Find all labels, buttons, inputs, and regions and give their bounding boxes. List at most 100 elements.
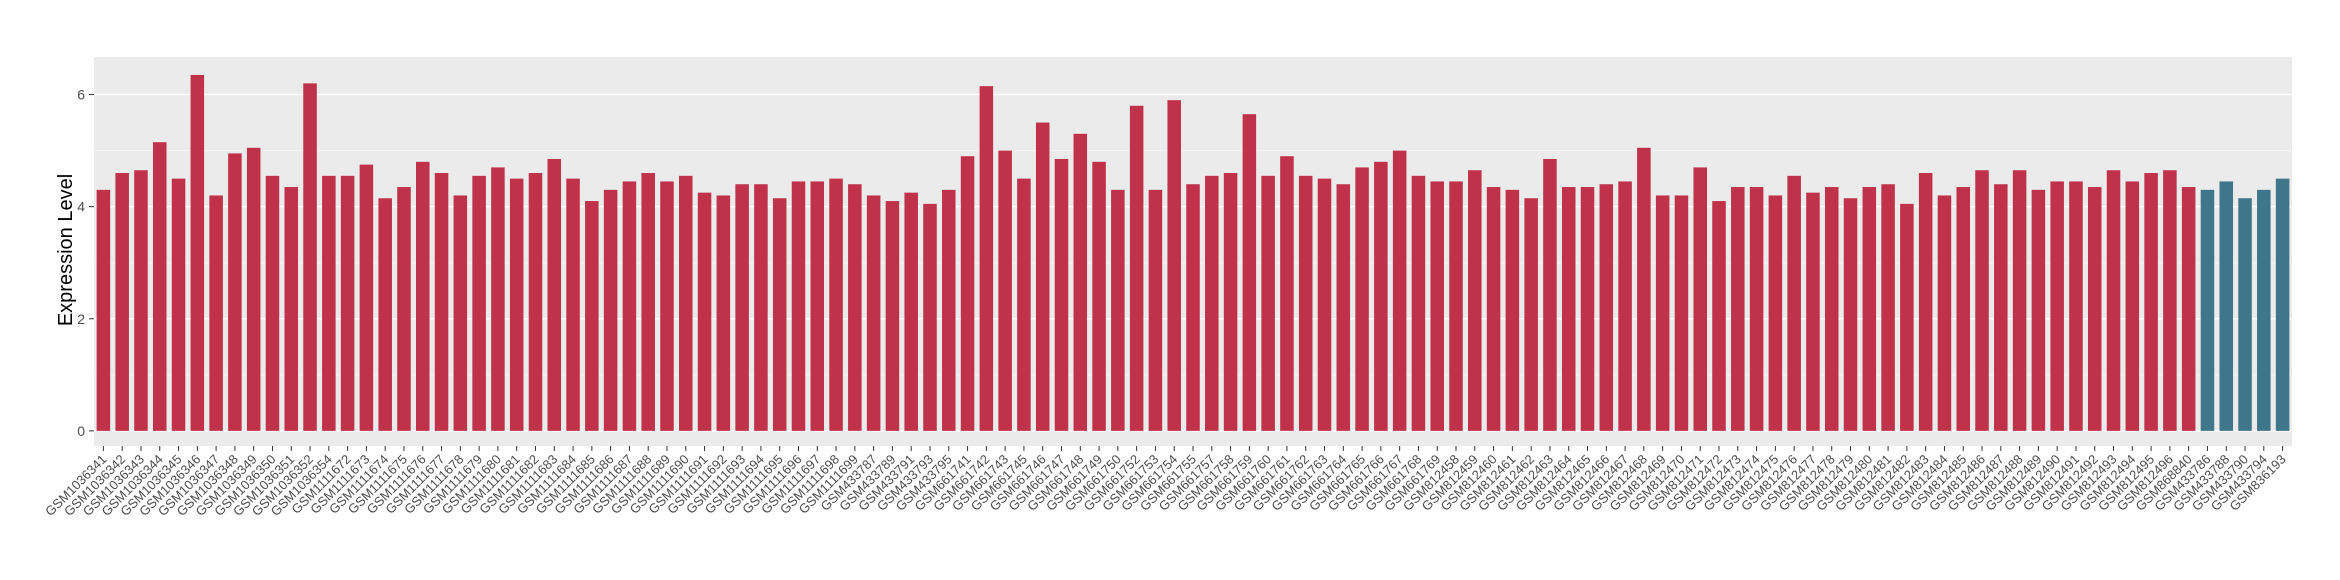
bar — [1900, 203, 1914, 431]
y-tick-label: 0 — [77, 423, 85, 439]
bar — [904, 192, 918, 431]
bar — [622, 181, 637, 431]
bar — [1392, 150, 1407, 431]
bar — [2050, 181, 2064, 431]
bar — [716, 195, 731, 431]
bar — [1881, 184, 1895, 431]
bar — [1242, 114, 1257, 431]
bar — [2163, 170, 2177, 431]
bar — [1618, 181, 1632, 431]
y-tick-label: 6 — [77, 87, 85, 103]
bar — [1280, 156, 1294, 431]
bar — [209, 195, 223, 431]
bar — [1298, 175, 1313, 431]
bar — [415, 161, 430, 431]
bar — [1862, 187, 1877, 431]
bar — [1524, 198, 1538, 431]
y-tick-label: 2 — [77, 311, 85, 327]
bar — [1017, 178, 1031, 431]
bar — [472, 175, 486, 431]
y-tick-label: 4 — [77, 199, 85, 215]
bar — [1637, 147, 1651, 431]
bar — [397, 187, 411, 431]
bar — [1843, 198, 1858, 431]
bar — [1505, 189, 1520, 431]
bar — [1148, 189, 1163, 431]
bar — [641, 173, 655, 431]
bar — [2200, 189, 2215, 431]
bar — [303, 83, 317, 431]
bar — [528, 173, 543, 431]
bar — [1261, 175, 1275, 431]
bar — [979, 86, 994, 431]
bar — [1712, 201, 1726, 431]
bar — [115, 173, 129, 431]
bar — [585, 201, 599, 431]
bar — [1223, 173, 1238, 431]
bar — [1355, 167, 1369, 431]
bar — [1731, 187, 1745, 431]
bar — [1937, 195, 1952, 431]
bar — [829, 178, 843, 431]
bar — [509, 178, 524, 431]
bar — [566, 178, 580, 431]
bar — [679, 175, 693, 431]
bar — [1918, 173, 1933, 431]
bar — [1580, 187, 1595, 431]
bar — [322, 175, 336, 431]
bar — [190, 74, 205, 431]
bar — [2257, 189, 2271, 431]
bar — [171, 178, 186, 431]
bar — [134, 170, 148, 431]
bar — [1411, 175, 1426, 431]
bar — [1975, 170, 1989, 431]
bar — [378, 198, 392, 431]
bar — [1994, 184, 2008, 431]
bar — [1806, 192, 1820, 431]
bar — [1336, 184, 1351, 431]
bar — [942, 189, 956, 431]
bar — [453, 195, 468, 431]
bar — [2012, 170, 2027, 431]
bar — [848, 184, 862, 431]
bar — [1599, 184, 1614, 431]
bar — [340, 175, 355, 431]
bar — [791, 181, 806, 431]
bar — [660, 181, 674, 431]
bar — [735, 184, 749, 431]
bar — [547, 159, 562, 431]
bar — [998, 150, 1012, 431]
bar — [1073, 133, 1088, 431]
bar — [1205, 175, 1219, 431]
bar — [697, 192, 712, 431]
bar — [603, 189, 618, 431]
bar — [923, 203, 937, 431]
bar — [810, 181, 825, 431]
bar — [1111, 189, 1125, 431]
y-axis-title: Expression Level — [55, 174, 77, 326]
bar — [491, 167, 505, 431]
bar — [2031, 189, 2046, 431]
bar — [1186, 184, 1200, 431]
bar — [2275, 178, 2290, 431]
bar — [228, 153, 242, 431]
bar — [1543, 159, 1557, 431]
bar — [1787, 175, 1801, 431]
bar — [1035, 122, 1050, 431]
bar — [1561, 187, 1576, 431]
bar — [2219, 181, 2234, 431]
bar — [1054, 159, 1069, 431]
bar — [2144, 173, 2158, 431]
bar — [2125, 181, 2140, 431]
bar — [1317, 178, 1332, 431]
bar — [96, 189, 111, 431]
bar — [1486, 187, 1501, 431]
bar — [960, 156, 975, 431]
bar — [1167, 100, 1181, 431]
bar — [265, 175, 280, 431]
bar — [1655, 195, 1670, 431]
bar — [1749, 187, 1764, 431]
bar — [2087, 187, 2102, 431]
bar — [772, 198, 787, 431]
